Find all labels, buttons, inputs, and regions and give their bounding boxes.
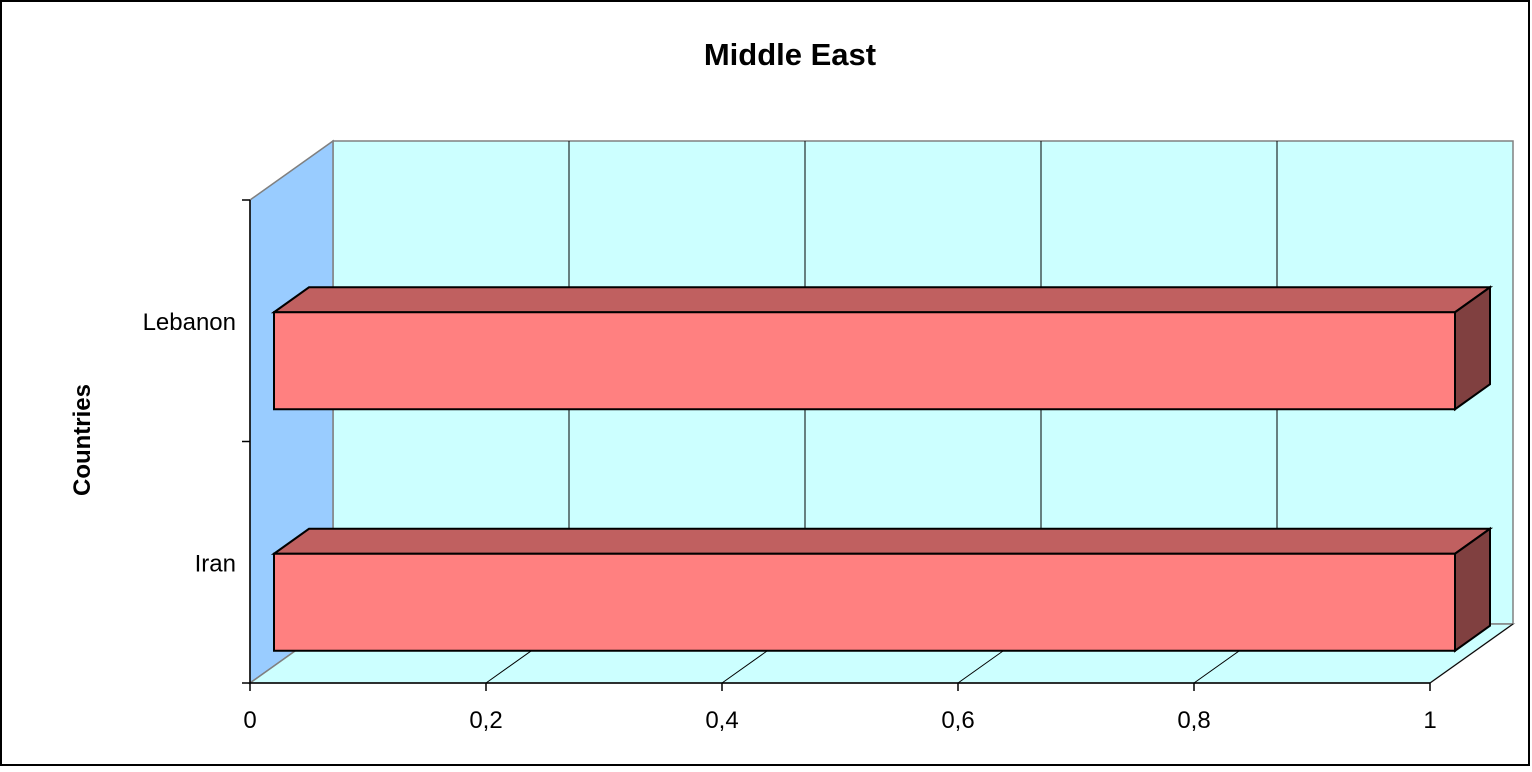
bar-lebanon	[270, 285, 1494, 412]
x-tick-label: 0,2	[469, 707, 502, 734]
bar-top	[270, 286, 1494, 314]
x-tick-label: 1	[1423, 707, 1436, 734]
x-tick-label: 0,8	[1177, 707, 1210, 734]
y-tick-labels: Lebanon Iran	[143, 309, 236, 578]
chart-title: Middle East	[704, 37, 876, 72]
y-tick-label: Iran	[195, 550, 236, 577]
y-axis-title: Countries	[69, 384, 96, 496]
axes	[242, 199, 1430, 684]
bars	[270, 285, 1494, 653]
y-tick-label: Lebanon	[143, 309, 236, 336]
x-tick-label: 0	[243, 707, 256, 734]
bar-iran	[270, 526, 1494, 653]
x-tick-label: 0,4	[705, 707, 738, 734]
x-tick-label: 0,6	[941, 707, 974, 734]
bar-front	[273, 552, 1456, 652]
bar-front	[273, 311, 1456, 411]
x-tick-labels: 0 0,2 0,4 0,6 0,8 1	[243, 683, 1437, 734]
gridline-floor	[1429, 623, 1514, 684]
bar-top	[270, 527, 1494, 555]
